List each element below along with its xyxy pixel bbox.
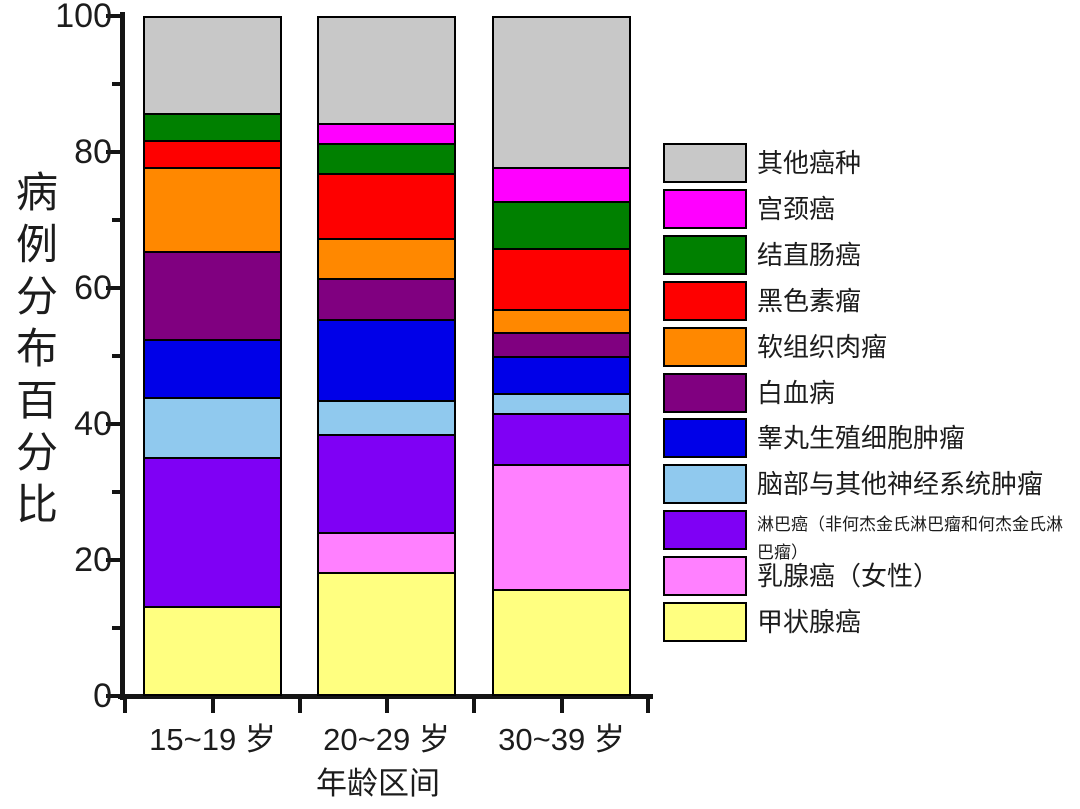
bar-15~19 岁 xyxy=(143,16,282,696)
y-axis-title-char: 分 xyxy=(15,429,58,476)
bar-segment xyxy=(494,166,629,201)
y-tick-label: 0 xyxy=(93,677,112,715)
bar-segment xyxy=(319,143,454,174)
legend-label: 宫颈癌 xyxy=(757,194,836,224)
bar-segment xyxy=(494,413,629,465)
legend-label: 甲状腺癌 xyxy=(757,607,862,637)
x-tick-label: 20~29 岁 xyxy=(323,722,450,757)
bar-segment xyxy=(319,318,454,400)
x-axis-title: 年龄区间 xyxy=(316,766,440,801)
bar-segment xyxy=(494,464,629,590)
bar-segment xyxy=(145,457,280,607)
y-axis-title-char: 例 xyxy=(15,221,58,268)
y-minor-tick xyxy=(111,626,121,630)
legend-swatch xyxy=(663,189,747,229)
x-axis-line xyxy=(118,694,653,699)
x-tick xyxy=(210,699,215,713)
bar-segment xyxy=(145,139,280,167)
y-axis-title-char: 分 xyxy=(15,273,58,320)
bar-segment xyxy=(494,356,629,394)
bar-segment xyxy=(319,173,454,238)
legend-swatch xyxy=(663,235,747,275)
legend-swatch xyxy=(663,143,747,183)
legend-swatch xyxy=(663,418,747,458)
bar-segment xyxy=(319,18,454,123)
legend-swatch xyxy=(663,464,747,504)
y-minor-tick xyxy=(111,490,121,494)
legend-label: 白血病 xyxy=(757,378,836,408)
x-tick xyxy=(559,699,564,713)
legend-label: 脑部与其他神经系统肿瘤 xyxy=(757,469,1044,499)
bar-segment xyxy=(145,396,280,458)
bar-segment xyxy=(319,122,454,144)
legend-swatch xyxy=(663,327,747,367)
y-tick-label: 60 xyxy=(74,269,112,307)
legend-label: 淋巴癌（非何杰金氏淋巴瘤和何杰金氏淋巴瘤） xyxy=(757,515,1063,562)
bar-segment xyxy=(145,606,280,694)
legend-label: 睾丸生殖细胞肿瘤 xyxy=(757,423,966,453)
x-tick xyxy=(646,699,650,713)
bar-segment xyxy=(145,339,280,397)
bar-segment xyxy=(319,433,454,532)
legend-swatch xyxy=(663,556,747,596)
bar-segment xyxy=(494,18,629,167)
x-tick xyxy=(298,699,302,713)
y-major-tick xyxy=(105,286,121,290)
bar-segment xyxy=(145,166,280,252)
y-axis-title-char: 比 xyxy=(15,481,58,528)
y-minor-tick xyxy=(111,82,121,86)
bar-segment xyxy=(494,393,629,414)
bar-segment xyxy=(145,18,280,113)
y-major-tick xyxy=(105,694,121,698)
y-axis-title-char: 布 xyxy=(15,325,58,372)
legend-swatch xyxy=(663,510,747,550)
bar-segment xyxy=(494,200,629,248)
legend-label: 乳腺癌（女性） xyxy=(757,561,940,591)
bar-segment xyxy=(319,572,454,694)
bar-segment xyxy=(319,278,454,319)
y-tick-label: 20 xyxy=(74,541,112,579)
y-tick-label: 80 xyxy=(74,133,112,171)
bar-30~39 岁 xyxy=(492,16,631,696)
legend-label: 其他癌种 xyxy=(757,148,862,178)
legend-label: 软组织肉瘤 xyxy=(757,332,888,362)
y-tick-label: 100 xyxy=(55,0,112,35)
y-major-tick xyxy=(105,422,121,426)
bar-segment xyxy=(494,247,629,309)
x-tick xyxy=(472,699,476,713)
legend-swatch xyxy=(663,373,747,413)
y-major-tick xyxy=(105,150,121,154)
bar-segment xyxy=(319,531,454,573)
y-axis-title-char: 百 xyxy=(15,377,58,424)
x-tick-label: 30~39 岁 xyxy=(498,722,625,757)
y-tick-label: 40 xyxy=(74,405,112,443)
x-tick xyxy=(384,699,389,713)
bar-20~29 岁 xyxy=(317,16,456,696)
y-minor-tick xyxy=(111,218,121,222)
legend-swatch xyxy=(663,281,747,321)
y-axis-line xyxy=(120,12,125,700)
bar-segment xyxy=(145,112,280,140)
legend-label: 黑色素瘤 xyxy=(757,286,862,316)
y-minor-tick xyxy=(111,354,121,358)
bar-segment xyxy=(319,399,454,434)
bar-segment xyxy=(494,332,629,356)
legend-label: 结直肠癌 xyxy=(757,240,862,270)
bar-segment xyxy=(145,251,280,340)
bar-segment xyxy=(319,237,454,279)
y-major-tick xyxy=(105,14,121,18)
bar-segment xyxy=(494,308,629,333)
legend-swatch xyxy=(663,602,747,642)
y-axis-title-char: 病 xyxy=(15,169,58,216)
y-major-tick xyxy=(105,558,121,562)
x-tick xyxy=(123,699,127,713)
bar-segment xyxy=(494,589,629,694)
x-tick-label: 15~19 岁 xyxy=(149,722,276,757)
